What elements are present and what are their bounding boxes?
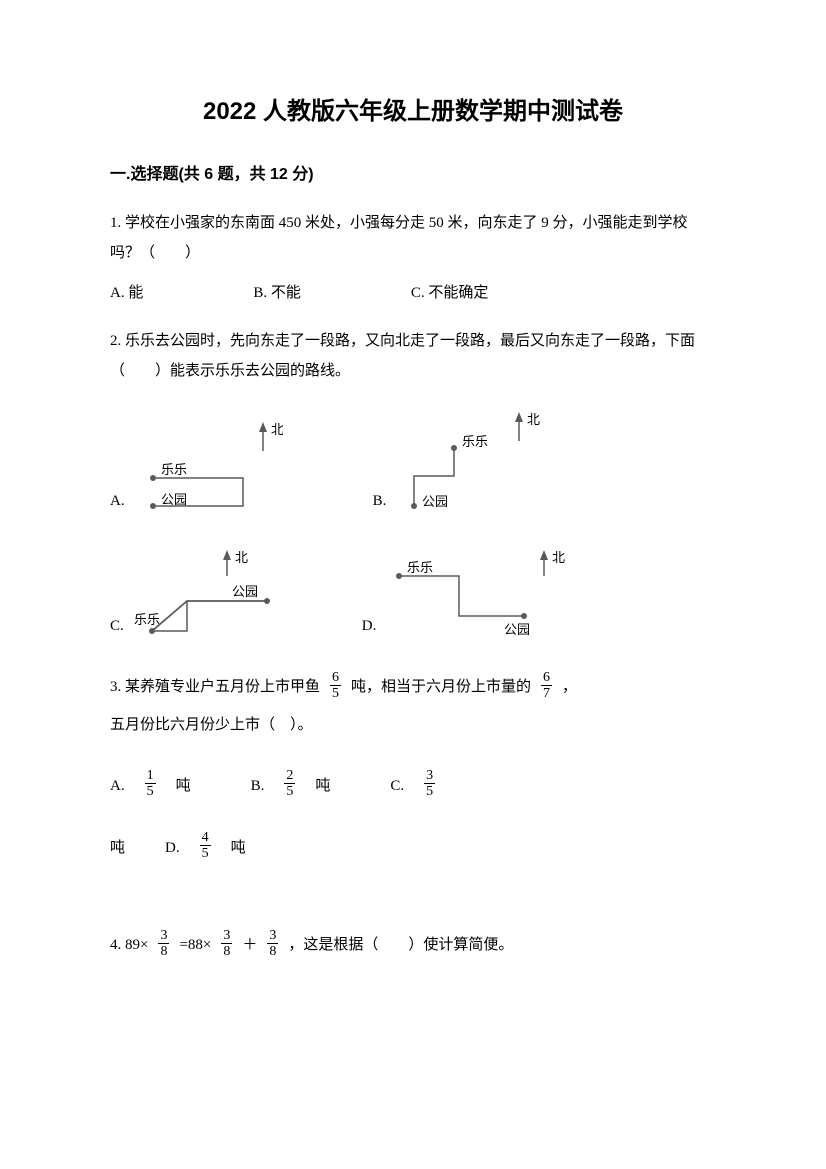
- q4-f1-num: 3: [158, 928, 169, 943]
- q4-part4: ，这是根据（ ）使计算简便。: [288, 930, 513, 960]
- q4-f1-den: 8: [158, 943, 169, 959]
- q1-options: A. 能 B. 不能 C. 不能确定: [110, 278, 716, 308]
- q1-option-b: B. 不能: [253, 278, 301, 308]
- q3-option-b: B. 2 5 吨: [251, 770, 331, 802]
- q3-frac2-den: 7: [541, 685, 552, 701]
- q4-f2-den: 8: [221, 943, 232, 959]
- q3-option-a: A. 1 5 吨: [110, 770, 191, 802]
- q2-text: 2. 乐乐去公园时，先向东走了一段路，又向北走了一段路，最后又向东走了一段路，下…: [110, 326, 716, 386]
- q3-opta-label: A.: [110, 771, 125, 801]
- q2-diagram-a: 北 乐乐 公园: [133, 416, 283, 516]
- q3-frac1-den: 5: [330, 685, 341, 701]
- q3-opta-num: 1: [145, 768, 156, 783]
- q1-option-a: A. 能: [110, 278, 143, 308]
- svg-text:乐乐: 乐乐: [161, 462, 187, 477]
- svg-text:乐乐: 乐乐: [134, 612, 160, 627]
- q2-diagram-a-block: A. 北 乐乐 公园: [110, 416, 283, 516]
- svg-text:公园: 公园: [422, 494, 448, 509]
- q2-diagram-c: 北 乐乐 公园: [132, 546, 292, 641]
- q4-f3-den: 8: [267, 943, 278, 959]
- q2-diagram-d: 北 乐乐 公园: [384, 546, 574, 641]
- q3-part4: 五月份比六月份少上市（ ）。: [110, 710, 716, 740]
- q3-optb-num: 2: [284, 768, 295, 783]
- question-1: 1. 学校在小强家的东南面 450 米处，小强每分走 50 米，向东走了 9 分…: [110, 208, 716, 308]
- q3-option-d: D. 4 5 吨: [165, 832, 246, 864]
- q4-frac2: 3 8: [221, 928, 232, 960]
- svg-text:公园: 公园: [232, 584, 258, 599]
- q3-optc-unit: 吨: [110, 833, 125, 863]
- q3-optd-num: 4: [200, 830, 211, 845]
- q2-label-c: C.: [110, 611, 124, 641]
- q3-optd-unit: 吨: [231, 833, 246, 863]
- q4-part1: 4. 89×: [110, 930, 148, 960]
- q3-option-c-unit-wrap: 吨: [110, 833, 125, 863]
- q4-f3-num: 3: [267, 928, 278, 943]
- q3-opta-den: 5: [145, 783, 156, 799]
- q3-optb-den: 5: [284, 783, 295, 799]
- q3-option-c: C. 3 5: [390, 770, 439, 802]
- q2-label-d: D.: [362, 611, 377, 641]
- q3-part1: 3. 某养殖专业户五月份上市甲鱼: [110, 671, 320, 704]
- svg-text:北: 北: [271, 422, 283, 437]
- q2-label-b: B.: [373, 486, 387, 516]
- question-2: 2. 乐乐去公园时，先向东走了一段路，又向北走了一段路，最后又向东走了一段路，下…: [110, 326, 716, 641]
- q4-part3: ＋: [242, 930, 257, 960]
- q3-optd-label: D.: [165, 833, 180, 863]
- q3-opta-frac: 1 5: [145, 768, 156, 800]
- q3-optd-den: 5: [200, 845, 211, 861]
- q2-diagrams-row-2: C. 北 乐乐 公园 D. 北 乐乐: [110, 546, 716, 641]
- q3-optc-den: 5: [424, 783, 435, 799]
- q3-options: A. 1 5 吨 B. 2 5 吨 C. 3 5 吨: [110, 770, 716, 894]
- q3-optb-unit: 吨: [315, 771, 330, 801]
- q4-part2: =88×: [179, 930, 211, 960]
- svg-text:乐乐: 乐乐: [407, 560, 433, 575]
- q3-frac2-num: 6: [541, 670, 552, 685]
- q3-opta-unit: 吨: [176, 771, 191, 801]
- q3-part3: ，: [562, 671, 577, 704]
- svg-text:北: 北: [235, 550, 248, 565]
- q2-diagram-c-block: C. 北 乐乐 公园: [110, 546, 292, 641]
- q2-diagrams-row-1: A. 北 乐乐 公园 B. 北 乐乐 公园: [110, 406, 716, 516]
- q3-optc-num: 3: [424, 768, 435, 783]
- q4-f2-num: 3: [221, 928, 232, 943]
- q4-frac1: 3 8: [158, 928, 169, 960]
- q3-part2: 吨，相当于六月份上市量的: [351, 671, 531, 704]
- q3-optb-frac: 2 5: [284, 768, 295, 800]
- q3-optb-label: B.: [251, 771, 265, 801]
- q1-text: 1. 学校在小强家的东南面 450 米处，小强每分走 50 米，向东走了 9 分…: [110, 208, 716, 268]
- q2-diagram-b: 北 乐乐 公园: [394, 406, 544, 516]
- q3-optc-label: C.: [390, 771, 404, 801]
- q3-frac2: 6 7: [541, 670, 552, 702]
- q3-line-1: 3. 某养殖专业户五月份上市甲鱼 6 5 吨，相当于六月份上市量的 6 7 ，: [110, 671, 716, 704]
- q4-frac3: 3 8: [267, 928, 278, 960]
- q2-diagram-d-block: D. 北 乐乐 公园: [362, 546, 575, 641]
- page-title: 2022 人教版六年级上册数学期中测试卷: [110, 90, 716, 133]
- svg-text:公园: 公园: [504, 622, 530, 637]
- svg-text:乐乐: 乐乐: [462, 434, 488, 449]
- section-header: 一.选择题(共 6 题，共 12 分): [110, 161, 716, 190]
- q1-option-c: C. 不能确定: [411, 278, 489, 308]
- q3-frac1-num: 6: [330, 670, 341, 685]
- q3-frac1: 6 5: [330, 670, 341, 702]
- q3-optd-frac: 4 5: [200, 830, 211, 862]
- q4-line: 4. 89× 3 8 =88× 3 8 ＋ 3 8 ，这是根据（ ）使计算简便。: [110, 930, 716, 962]
- q3-optc-frac: 3 5: [424, 768, 435, 800]
- svg-text:公园: 公园: [161, 492, 187, 507]
- question-4: 4. 89× 3 8 =88× 3 8 ＋ 3 8 ，这是根据（ ）使计算简便。: [110, 930, 716, 962]
- svg-text:北: 北: [527, 412, 540, 427]
- q2-label-a: A.: [110, 486, 125, 516]
- svg-text:北: 北: [552, 550, 565, 565]
- q2-diagram-b-block: B. 北 乐乐 公园: [373, 406, 545, 516]
- question-3: 3. 某养殖专业户五月份上市甲鱼 6 5 吨，相当于六月份上市量的 6 7 ， …: [110, 671, 716, 894]
